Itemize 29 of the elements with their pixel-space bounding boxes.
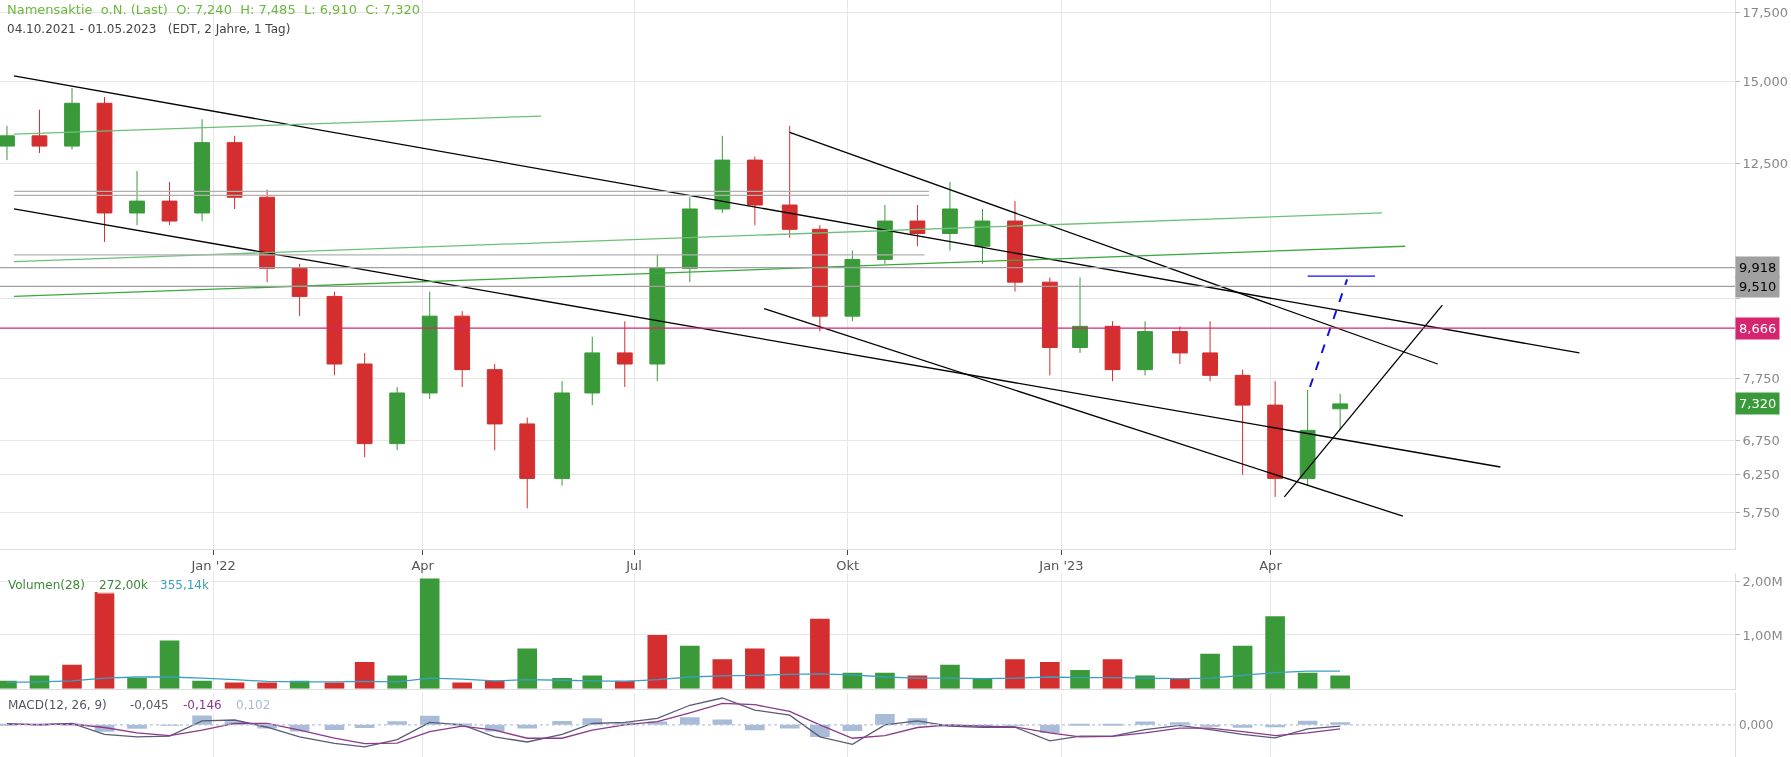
- x-tick-label: Jul: [625, 558, 642, 574]
- y-tick-label: 12,500: [1742, 156, 1789, 172]
- annotation: 0,102: [236, 698, 271, 712]
- x-tick-label: Jan '23: [1038, 558, 1084, 574]
- y-tick-label: 2,00M: [1742, 573, 1783, 589]
- x-tick-label: Jan '22: [190, 558, 236, 574]
- ref-line-label: 8,666: [1739, 321, 1777, 336]
- annotation: Volumen(28): [8, 578, 85, 592]
- ref-line-label: 0,000: [1739, 718, 1774, 732]
- annotation: MACD(12, 26, 9): [8, 698, 107, 712]
- y-tick-label: 15,000: [1742, 74, 1789, 90]
- chart-title: Namensaktie o.N. (Last) O: 7,240 H: 7,485 L: 6,910 C: 7,320: [7, 2, 420, 17]
- y-tick-label: 7,750: [1742, 370, 1780, 386]
- text: 7,320: [1739, 396, 1777, 411]
- ref-line-label: 9,510: [1739, 279, 1777, 294]
- y-tick-label: 17,500: [1742, 5, 1789, 21]
- annotation: 272,00k: [99, 578, 148, 592]
- text: 04.10.2021 - 01.05.2023 (EDT, 2 Jahre, 1 Tag): [7, 22, 291, 36]
- annotation: 355,14k: [160, 578, 209, 592]
- ref-line-label: 9,918: [1739, 260, 1777, 275]
- x-tick-label: Okt: [836, 558, 860, 574]
- annotation: -0,045: [130, 698, 169, 712]
- x-tick-label: Apr: [1259, 558, 1283, 574]
- y-tick-label: 6,750: [1742, 432, 1780, 448]
- y-tick-label: 1,00M: [1742, 627, 1783, 643]
- annotation: -0,146: [183, 698, 222, 712]
- y-tick-label: 5,750: [1742, 504, 1780, 520]
- y-tick-label: 6,250: [1742, 467, 1780, 483]
- x-tick-label: Apr: [411, 558, 435, 574]
